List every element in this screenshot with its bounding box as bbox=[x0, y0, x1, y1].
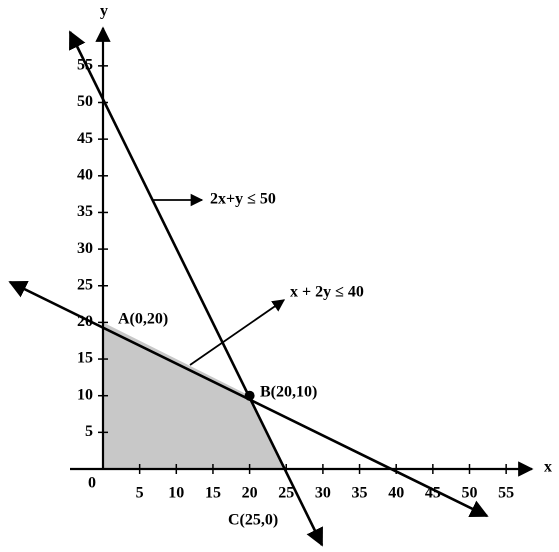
x-tick-label: 20 bbox=[242, 485, 258, 502]
x-axis-label: x bbox=[544, 459, 552, 476]
y-tick-label: 45 bbox=[77, 130, 93, 147]
point-b-dot bbox=[244, 390, 255, 401]
origin-label: 0 bbox=[88, 475, 96, 492]
point-label: A(0,20) bbox=[118, 311, 168, 328]
x-tick-label: 40 bbox=[388, 485, 404, 502]
x-tick-label: 45 bbox=[425, 485, 441, 502]
x-tick-label: 55 bbox=[498, 485, 514, 502]
y-tick-label: 5 bbox=[85, 423, 93, 440]
pointer-arrow bbox=[189, 299, 286, 366]
x-tick-label: 30 bbox=[315, 485, 331, 502]
x-tick-label: 15 bbox=[205, 485, 221, 502]
y-tick-label: 30 bbox=[77, 240, 93, 257]
x-tick-label: 25 bbox=[278, 485, 294, 502]
y-axis-label: y bbox=[100, 3, 108, 20]
constraint-label: 2x+y ≤ 50 bbox=[210, 191, 276, 208]
x-tick-label: 35 bbox=[352, 485, 368, 502]
y-tick-label: 50 bbox=[77, 93, 93, 110]
constraint-label: x + 2y ≤ 40 bbox=[290, 284, 364, 301]
y-tick-label: 25 bbox=[77, 276, 93, 293]
y-tick-label: 20 bbox=[77, 313, 93, 330]
point-label: B(20,10) bbox=[260, 384, 317, 401]
point-label: C(25,0) bbox=[228, 512, 278, 529]
x-tick-label: 10 bbox=[168, 485, 184, 502]
y-tick-label: 40 bbox=[77, 166, 93, 183]
x-tick-label: 50 bbox=[462, 485, 478, 502]
y-tick-label: 55 bbox=[77, 57, 93, 74]
y-tick-label: 15 bbox=[77, 350, 93, 367]
x-tick-label: 5 bbox=[136, 485, 144, 502]
y-tick-label: 10 bbox=[77, 386, 93, 403]
feasible-region bbox=[103, 322, 287, 469]
y-tick-label: 35 bbox=[77, 203, 93, 220]
